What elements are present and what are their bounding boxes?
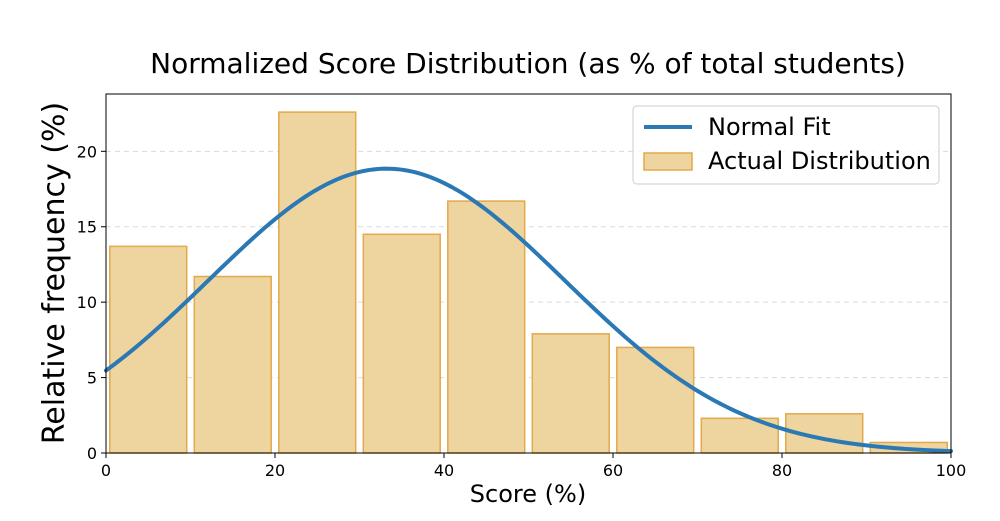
x-tick-label: 40 bbox=[434, 461, 454, 480]
x-axis-title: Score (%) bbox=[470, 480, 586, 508]
y-tick-label: 10 bbox=[77, 293, 97, 312]
y-axis-title: Relative frequency (%) bbox=[37, 102, 72, 444]
plot-area-frame bbox=[105, 93, 952, 454]
y-tick-label: 0 bbox=[87, 444, 97, 463]
histogram-bar bbox=[531, 333, 610, 454]
histogram-bar bbox=[109, 245, 188, 454]
x-tick-label: 100 bbox=[936, 461, 967, 480]
legend-box bbox=[632, 105, 940, 185]
y-tick-label: 20 bbox=[77, 142, 97, 161]
y-axis-ticks: 0 5 10 15 20 bbox=[77, 142, 106, 463]
x-tick-label: 0 bbox=[101, 461, 111, 480]
normal-fit-line bbox=[104, 166, 953, 454]
histogram-bar bbox=[278, 111, 357, 454]
legend-normal-fit-label: Normal Fit bbox=[708, 113, 831, 141]
x-tick-label: 20 bbox=[265, 461, 285, 480]
x-tick-label: 80 bbox=[772, 461, 792, 480]
x-axis-ticks: 0 20 40 60 80 100 bbox=[101, 453, 966, 480]
chart-title: Normalized Score Distribution (as % of t… bbox=[150, 47, 906, 80]
y-tick-label: 15 bbox=[77, 218, 97, 237]
legend: Normal Fit Actual Distribution bbox=[632, 105, 940, 185]
legend-actual-distribution-swatch bbox=[643, 152, 693, 171]
histogram-bar bbox=[362, 233, 441, 454]
histogram-bar bbox=[616, 346, 695, 454]
histogram-bar bbox=[447, 200, 526, 454]
y-tick-label: 5 bbox=[87, 369, 97, 388]
x-tick-label: 60 bbox=[603, 461, 623, 480]
histogram-bar bbox=[193, 275, 272, 454]
legend-actual-distribution-label: Actual Distribution bbox=[708, 147, 931, 175]
normal-fit-layer bbox=[104, 166, 953, 454]
